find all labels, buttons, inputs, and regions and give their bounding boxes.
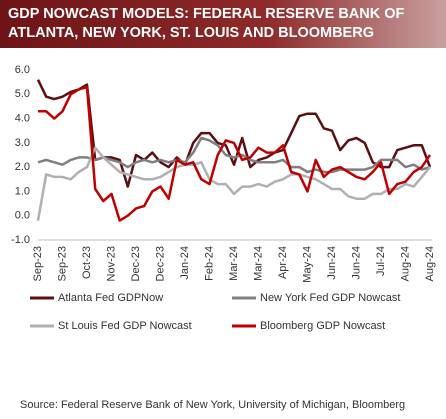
x-tick-label: Feb-24	[203, 246, 215, 281]
x-tick-label: Jun-24	[350, 246, 362, 280]
y-tick-label: 4.0	[15, 112, 30, 124]
y-tick-label: -1.0	[11, 234, 30, 246]
x-tick-label: Nov-23	[105, 246, 117, 281]
legend-label: New York Fed GDP Nowcast	[260, 292, 400, 304]
x-tick-label: Sep-23	[56, 246, 68, 281]
y-tick-label: 2.0	[15, 161, 30, 173]
x-tick-label: Dec-23	[130, 246, 142, 281]
x-tick-label: Jan-24	[179, 246, 191, 280]
y-tick-label: 3.0	[15, 137, 30, 149]
x-tick-label: Dec-23	[154, 246, 166, 281]
chart-title: GDP NOWCAST MODELS: FEDERAL RESERVE BANK…	[0, 0, 446, 48]
x-tick-label: Mar-24	[252, 246, 264, 281]
x-tick-label: Aug-24	[399, 246, 411, 281]
legend-label: St Louis Fed GDP Nowcast	[58, 320, 192, 332]
x-tick-label: May-24	[301, 246, 313, 283]
source: Source: Federal Reserve Bank of New York…	[20, 399, 405, 411]
series-line	[36, 79, 432, 188]
x-tick-label: Aug-24	[424, 246, 436, 281]
x-tick-label: Sep-23	[32, 246, 44, 281]
x-tick-label: Jul-24	[375, 246, 387, 276]
y-tick-label: 6.0	[15, 64, 30, 76]
y-tick-label: 1.0	[15, 185, 30, 197]
legend-label: Atlanta Fed GDPNow	[58, 292, 163, 304]
series-line	[36, 146, 431, 221]
y-tick-label: 0.0	[15, 210, 30, 222]
x-tick-label: Jun-24	[326, 246, 338, 280]
x-tick-label: Oct-23	[81, 246, 93, 279]
x-tick-label: Mar-24	[228, 246, 240, 281]
series-line	[38, 85, 432, 222]
x-tick-label: Apr-24	[277, 246, 289, 279]
legend-label: Bloomberg GDP Nowcast	[260, 320, 385, 332]
y-tick-label: 5.0	[15, 88, 30, 100]
